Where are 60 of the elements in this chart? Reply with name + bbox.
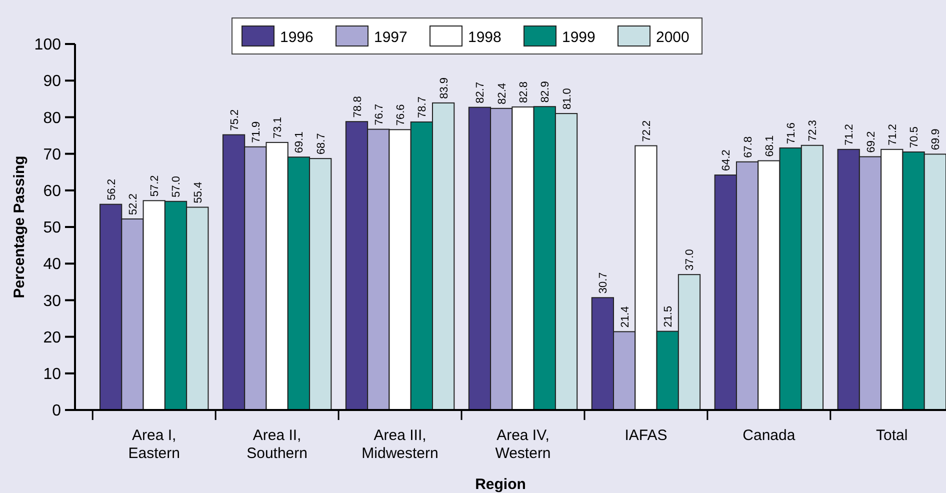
legend-label: 1997 [374,29,408,46]
data-label: 73.1 [272,117,284,138]
y-tick-label: 20 [43,329,62,346]
legend-label: 1998 [468,29,502,46]
x-tick-label: Canada [742,427,796,444]
data-label: 68.1 [764,135,776,157]
x-tick-label: Area III, Midwestern [362,427,438,462]
x-tick-label: IAFAS [624,427,668,444]
legend-label: 2000 [656,29,690,46]
data-label: 78.7 [416,96,429,118]
data-label: 76.7 [373,104,386,126]
data-label: 69.2 [865,131,878,153]
data-label: 37.0 [684,249,696,271]
data-label: 71.2 [844,124,856,146]
x-tick-label: Total [876,427,908,444]
data-label: 71.2 [886,124,899,146]
data-label: 71.9 [250,121,262,143]
y-tick-label: 90 [43,73,62,90]
y-tick-label: 100 [34,36,62,54]
data-label: 21.4 [619,306,632,328]
data-label: 78.8 [352,96,364,118]
legend-label: 1999 [562,29,596,46]
data-label: 30.7 [598,272,610,294]
x-tick-label: Area IV, Western [495,427,551,462]
data-label: 64.2 [720,150,733,172]
data-label: 52.2 [127,194,140,215]
data-label: 76.6 [395,104,408,126]
y-tick-label: 0 [52,402,62,420]
data-label: 56.2 [106,178,118,200]
data-label: 69.9 [930,128,942,150]
data-label: 67.8 [742,136,754,158]
data-label: 57.2 [149,175,162,197]
x-tick-label: Area I, Eastern [128,427,180,462]
data-label: 82.8 [518,82,530,103]
data-label: 70.5 [908,126,921,148]
x-tick-label: Area II, Southern [246,427,308,462]
data-label: 71.6 [786,122,798,144]
data-label: 69.1 [294,132,306,154]
data-label: 55.4 [192,182,204,204]
data-label: 72.2 [640,120,653,142]
legend-label: 1996 [280,29,314,46]
y-tick-label: 40 [43,256,62,274]
data-label: 81.0 [561,88,574,110]
y-tick-label: 50 [43,220,62,237]
data-label: 72.3 [807,120,820,142]
y-tick-label: 80 [43,110,62,127]
data-label: 82.9 [540,81,552,103]
data-label: 68.7 [315,133,328,155]
y-tick-label: 60 [43,183,62,200]
data-label: 21.5 [662,306,675,328]
y-tick-label: 10 [43,366,62,383]
y-axis-title: Percentage Passing [11,156,28,298]
data-label: 75.2 [228,109,241,131]
data-label: 57.0 [170,176,183,198]
data-label: 82.4 [496,82,508,104]
x-axis-title: Region [475,476,526,493]
y-tick-label: 70 [43,146,62,164]
data-label: 83.9 [438,78,450,99]
data-label: 82.7 [474,82,487,104]
y-tick-label: 30 [43,292,62,310]
